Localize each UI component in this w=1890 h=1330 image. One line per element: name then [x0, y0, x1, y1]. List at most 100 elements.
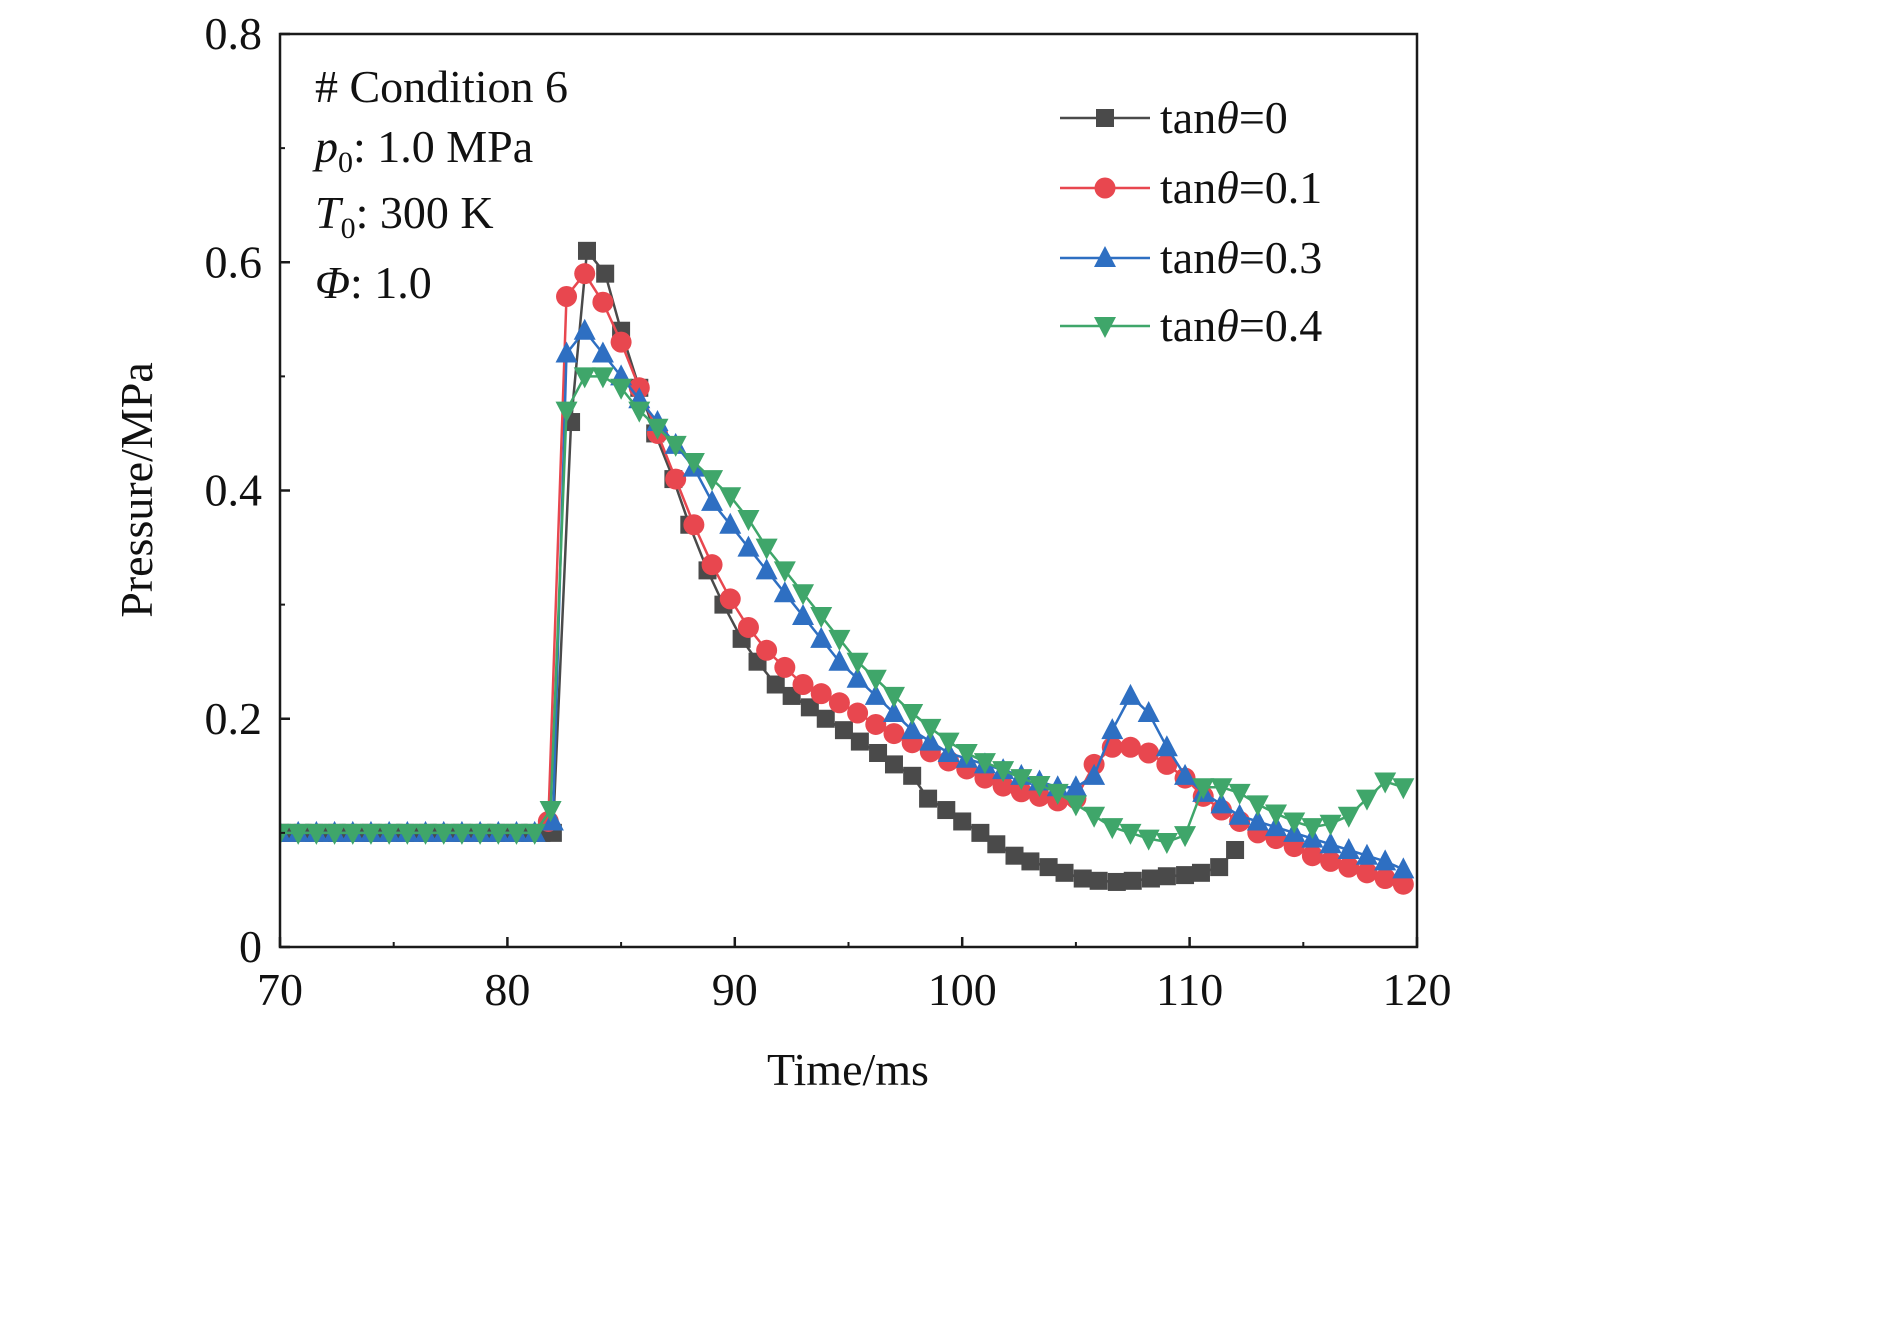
data-point — [1028, 775, 1051, 797]
data-point — [555, 341, 578, 363]
data-point — [901, 718, 924, 740]
data-point — [1174, 763, 1197, 785]
data-point — [683, 514, 705, 536]
data-point — [1155, 833, 1178, 855]
data-point — [919, 729, 942, 751]
y-tick-label: 0.2 — [205, 693, 263, 744]
data-point — [1319, 832, 1342, 854]
data-point — [1155, 735, 1178, 757]
data-point — [828, 649, 851, 671]
data-point — [1101, 718, 1124, 740]
data-point — [869, 743, 888, 762]
pressure-time-chart: 70 80 90 100 110 120 0 0.2 0.4 0.6 0.8 Time/ms Pr… — [111, 8, 1452, 1095]
data-point — [469, 823, 492, 845]
series-layer — [280, 241, 1415, 895]
data-point — [487, 823, 510, 845]
data-point — [556, 285, 578, 307]
legend-label: tanθ=0.1 — [1160, 162, 1322, 213]
series-3 — [280, 367, 1415, 855]
data-point — [573, 318, 596, 340]
data-point — [591, 367, 614, 389]
data-point — [864, 669, 887, 691]
data-point — [505, 823, 528, 845]
data-point — [719, 487, 742, 509]
data-point — [1337, 837, 1360, 859]
x-tick-label: 70 — [257, 964, 303, 1015]
data-point — [834, 721, 853, 740]
data-point — [1355, 843, 1378, 865]
data-point — [992, 761, 1015, 783]
data-point — [846, 652, 869, 674]
legend-item: tanθ=0 — [1060, 92, 1288, 143]
data-point — [577, 241, 596, 260]
data-point — [953, 812, 972, 831]
data-point — [901, 704, 924, 726]
series-line — [280, 375, 1404, 844]
data-point — [1228, 783, 1251, 805]
data-point — [1246, 809, 1269, 831]
data-point — [992, 775, 1014, 797]
data-point — [1064, 775, 1087, 797]
data-point — [719, 512, 742, 534]
legend-label: tanθ=0.3 — [1160, 232, 1322, 283]
legend-label: tanθ=0 — [1160, 92, 1288, 143]
data-point — [596, 264, 615, 283]
data-point — [610, 331, 632, 353]
x-axis: 70 80 90 100 110 120 — [257, 937, 1452, 1015]
data-point — [574, 263, 596, 285]
data-point — [1176, 866, 1195, 885]
y-tick-label: 0.6 — [205, 236, 263, 287]
data-point — [1192, 778, 1215, 800]
legend-marker — [1094, 177, 1116, 199]
annotation-line: Φ: 1.0 — [315, 257, 432, 308]
data-point — [592, 291, 614, 313]
legend-marker — [1094, 317, 1116, 338]
data-point — [919, 789, 938, 808]
data-point — [1107, 872, 1126, 891]
data-point — [1141, 869, 1160, 888]
data-point — [1123, 871, 1142, 890]
y-tick-label: 0.8 — [205, 8, 263, 59]
data-point — [865, 713, 887, 735]
series-0 — [280, 241, 1245, 891]
legend-marker — [1094, 246, 1116, 267]
data-point — [1005, 846, 1024, 865]
data-point — [973, 753, 996, 775]
data-point — [450, 823, 473, 845]
data-point — [792, 604, 815, 626]
data-point — [573, 367, 596, 389]
data-point — [280, 823, 291, 845]
x-tick-label: 80 — [484, 964, 530, 1015]
data-point — [810, 626, 833, 648]
data-point — [774, 656, 796, 678]
data-point — [1283, 812, 1306, 834]
legend-item: tanθ=0.3 — [1060, 232, 1322, 283]
data-point — [1138, 742, 1160, 764]
data-point — [1228, 803, 1251, 825]
data-point — [1055, 863, 1074, 882]
data-point — [1301, 818, 1324, 840]
data-point — [1265, 815, 1288, 837]
data-point — [701, 554, 723, 576]
y-tick-label: 0 — [239, 921, 262, 972]
data-point — [555, 401, 578, 423]
data-point — [591, 341, 614, 363]
data-point — [828, 692, 850, 714]
data-point — [539, 801, 562, 823]
data-point — [1210, 858, 1229, 877]
data-point — [1010, 769, 1033, 791]
data-point — [1039, 858, 1058, 877]
data-point — [665, 468, 687, 490]
data-point — [323, 823, 346, 845]
data-point — [1355, 789, 1378, 811]
data-point — [1374, 868, 1396, 890]
data-point — [1374, 772, 1397, 794]
condition-annotation: # Condition 6 p0: 1.0 MPa T0: 300 K Φ: 1.0 — [312, 61, 568, 308]
legend-label: tanθ=0.4 — [1160, 300, 1322, 351]
data-point — [1301, 845, 1323, 867]
data-point — [1083, 763, 1106, 785]
y-axis-label: Pressure/MPa — [111, 362, 162, 618]
data-point — [1392, 778, 1415, 800]
data-point — [1157, 867, 1176, 886]
data-point — [919, 718, 942, 740]
